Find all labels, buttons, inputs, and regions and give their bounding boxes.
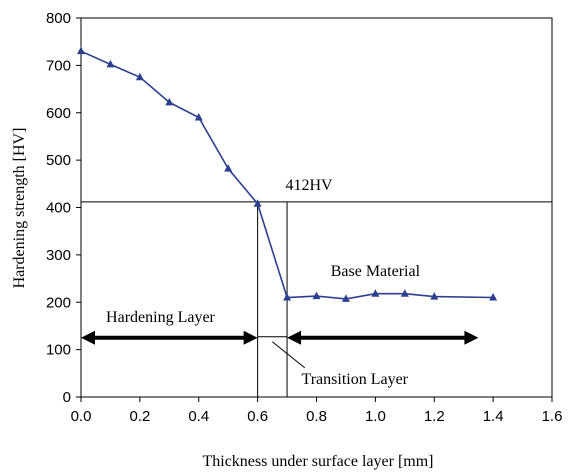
data-point-marker (283, 293, 292, 301)
arrow-head-left (81, 330, 95, 345)
y-tick-label: 500 (46, 152, 71, 169)
arrow-head-right (243, 330, 258, 345)
y-axis-title: Hardening strength [HV] (11, 128, 28, 289)
data-point-marker (371, 289, 380, 297)
x-tick-label: 1.2 (424, 408, 445, 425)
x-tick-label: 0.2 (129, 408, 150, 425)
x-tick-label: 0.6 (247, 408, 268, 425)
data-point-marker (165, 97, 174, 106)
y-tick-label: 600 (46, 105, 71, 122)
x-axis-title: Thickness under surface layer [mm] (202, 453, 433, 470)
data-point-marker (194, 112, 203, 121)
data-point-marker (253, 199, 262, 207)
base-material-arrow (287, 330, 479, 345)
x-tick-label: 0.8 (306, 408, 327, 425)
transition-layer-label: Transition Layer (302, 371, 409, 388)
x-tick-label: 0.4 (188, 408, 209, 425)
x-tick-label: 0.0 (71, 408, 92, 425)
arrow-head-left (287, 330, 302, 345)
data-point-marker (312, 291, 321, 300)
hardness-series-line (80, 50, 494, 300)
data-point-marker (106, 59, 115, 68)
data-point-marker (400, 289, 409, 297)
x-tick-label: 1.6 (542, 408, 563, 425)
data-point-marker (135, 72, 144, 81)
y-tick-label: 800 (46, 10, 71, 27)
data-point-marker (341, 294, 350, 302)
transition-leader-line (272, 341, 306, 369)
arrow-head-right (464, 330, 479, 345)
x-tick-label: 1.0 (365, 408, 386, 425)
hardening-layer-arrow (81, 330, 258, 345)
y-tick-label: 100 (46, 342, 71, 359)
data-point-marker (224, 164, 233, 172)
y-tick-label: 0 (63, 389, 71, 406)
plot-frame (80, 17, 553, 398)
data-point-marker (489, 293, 498, 301)
hardening-layer-label: Hardening Layer (106, 309, 216, 326)
x-tick-label: 1.4 (483, 408, 504, 425)
base-material-label: Base Material (331, 263, 421, 280)
y-tick-label: 200 (46, 294, 71, 311)
reference-line-label: 412HV (286, 177, 334, 194)
y-tick-label: 300 (46, 247, 71, 264)
data-point-marker (77, 46, 85, 55)
y-tick-label: 700 (46, 57, 71, 74)
data-point-marker (430, 292, 439, 300)
y-tick-label: 400 (46, 200, 71, 217)
